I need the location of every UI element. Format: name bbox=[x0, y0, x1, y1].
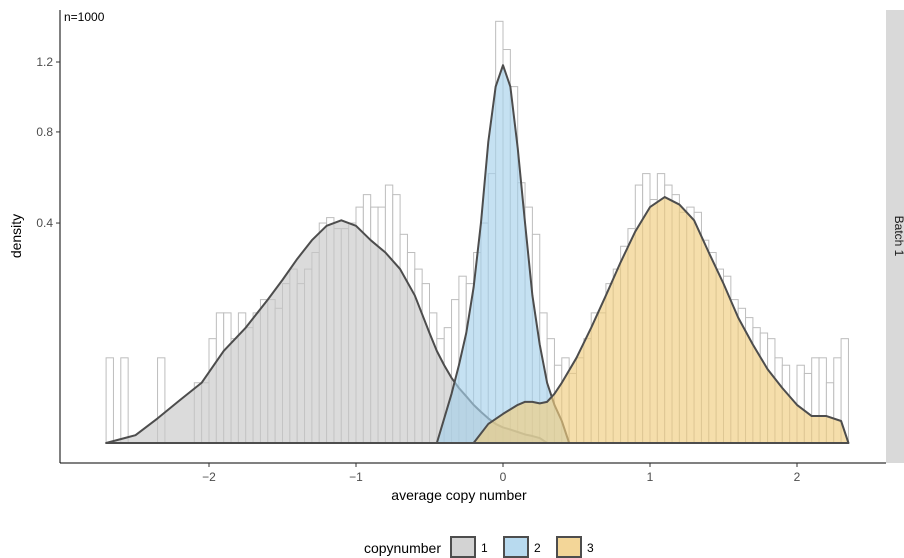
legend-swatch bbox=[556, 536, 582, 558]
legend-swatch bbox=[450, 536, 476, 558]
x-axis-ticks: −2 −1 0 1 2 bbox=[202, 463, 801, 484]
y-tick-label: 0.4 bbox=[36, 216, 53, 230]
legend-label: 2 bbox=[534, 541, 541, 555]
legend: copynumber 1 2 3 bbox=[364, 536, 594, 558]
x-tick-label: 1 bbox=[647, 470, 654, 484]
x-tick-label: −1 bbox=[349, 470, 363, 484]
y-axis-ticks: 0.4 0.8 1.2 bbox=[36, 55, 60, 230]
density-curve-3 bbox=[472, 196, 850, 444]
sample-size-annotation: n=1000 bbox=[64, 10, 105, 24]
histogram-bar bbox=[105, 357, 114, 444]
legend-label: 3 bbox=[587, 541, 594, 555]
y-tick-label: 0.8 bbox=[36, 125, 53, 139]
x-tick-label: −2 bbox=[202, 470, 216, 484]
legend-title: copynumber bbox=[364, 540, 441, 556]
x-tick-label: 0 bbox=[500, 470, 507, 484]
x-tick-label: 2 bbox=[794, 470, 801, 484]
histogram-bar bbox=[120, 357, 129, 444]
facet-strip bbox=[886, 10, 904, 463]
x-axis-title: average copy number bbox=[391, 487, 527, 503]
y-tick-label: 1.2 bbox=[36, 55, 53, 69]
y-axis-title: density bbox=[8, 214, 24, 258]
facet-strip-label: Batch 1 bbox=[892, 216, 904, 257]
legend-swatch bbox=[503, 536, 529, 558]
legend-label: 1 bbox=[481, 541, 488, 555]
density-curves bbox=[105, 64, 850, 444]
